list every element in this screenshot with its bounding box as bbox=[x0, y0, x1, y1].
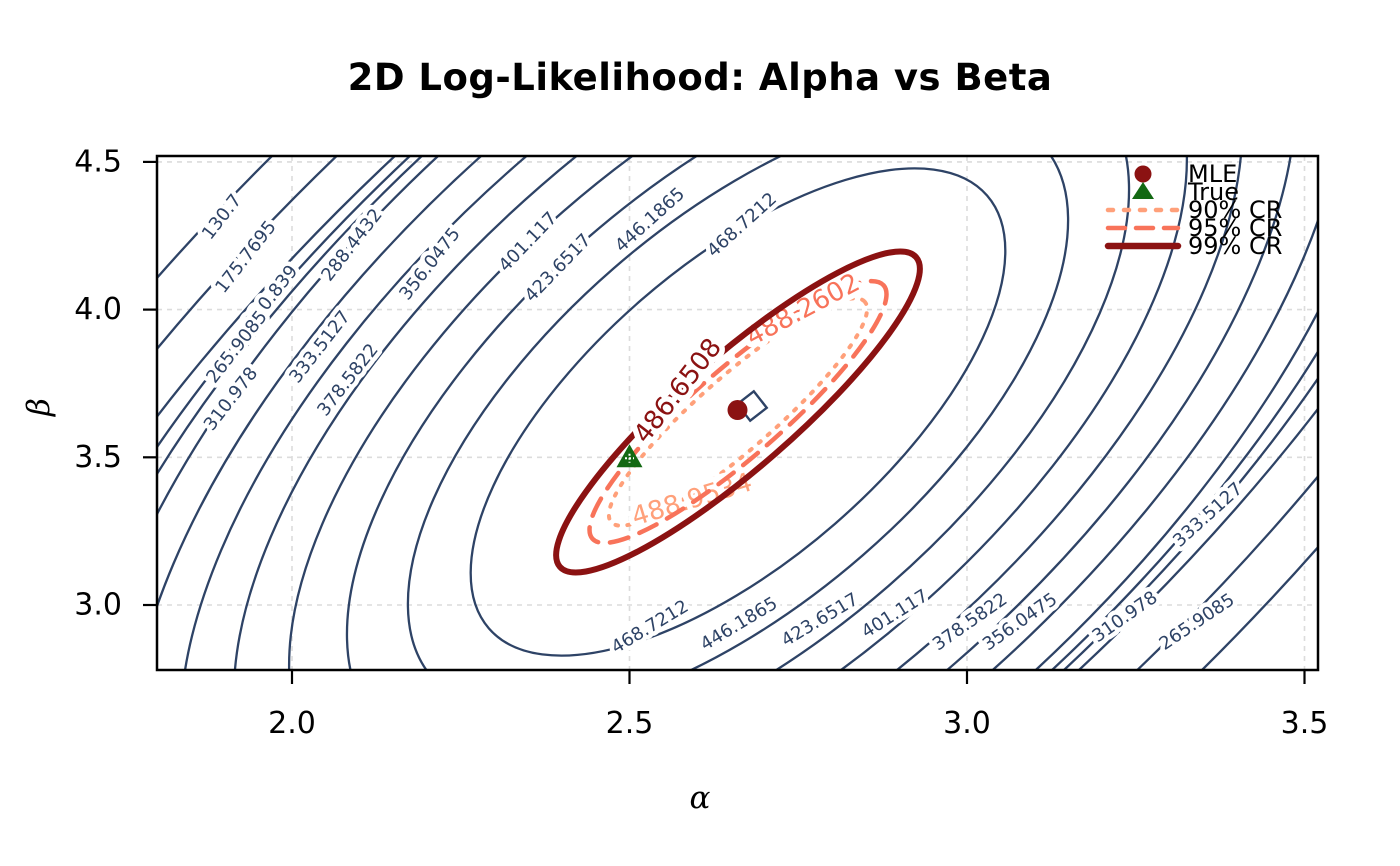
credible-region-99CR bbox=[553, 248, 923, 576]
axes: 2.0 2.5 3.0 3.5 3.0 3.5 4.0 4.5 bbox=[74, 144, 1328, 741]
credible-region-90CR bbox=[606, 296, 870, 528]
x-axis-label: α bbox=[689, 780, 711, 816]
y-tick-label: 4.5 bbox=[74, 144, 122, 179]
contour-line bbox=[345, 156, 1131, 670]
y-tick-label: 4.0 bbox=[74, 292, 122, 327]
mle-marker bbox=[727, 400, 748, 421]
contour-label: 468.7212 bbox=[703, 188, 781, 261]
x-tick-label: 3.5 bbox=[1281, 706, 1329, 741]
point-markers bbox=[616, 400, 748, 468]
contour-line bbox=[469, 167, 1007, 657]
contour-label: 288.4432 bbox=[317, 205, 386, 286]
contour-label: 130.7 bbox=[198, 190, 246, 244]
legend-true-marker bbox=[1132, 182, 1154, 199]
legend-label: 95% CR bbox=[1188, 214, 1282, 242]
legend-label: MLE bbox=[1188, 160, 1237, 188]
contour-label: 310.978 bbox=[1088, 587, 1161, 647]
legend-label: 99% CR bbox=[1188, 232, 1282, 260]
legend-label: True bbox=[1187, 178, 1239, 206]
contour-line bbox=[287, 156, 1189, 670]
contour-line bbox=[406, 156, 1070, 670]
x-tick-label: 2.5 bbox=[606, 706, 654, 741]
legend-mle-marker bbox=[1134, 165, 1152, 183]
contour-label: 446.1865 bbox=[611, 183, 689, 256]
contour-label: 423.6517 bbox=[778, 589, 862, 651]
contour-line bbox=[179, 156, 1297, 670]
grid bbox=[157, 156, 1318, 670]
legend-label: 90% CR bbox=[1188, 196, 1282, 224]
x-tick-label: 2.0 bbox=[268, 706, 316, 741]
contour-label: 356.0475 bbox=[395, 224, 464, 305]
contour-line bbox=[232, 156, 1244, 670]
credible-region-95CR bbox=[587, 278, 889, 546]
chart-title: 2D Log-Likelihood: Alpha vs Beta bbox=[347, 56, 1053, 99]
y-tick-label: 3.5 bbox=[74, 440, 122, 475]
x-tick-label: 3.0 bbox=[943, 706, 991, 741]
credible-region-label: 486.6508 bbox=[628, 333, 728, 449]
credible-region-label: 488.9534 bbox=[628, 468, 755, 533]
contour-labels: 130.7175.7695220.839265.9085310.978288.4… bbox=[193, 179, 1251, 663]
contour-label: 401.117 bbox=[858, 585, 932, 642]
plot-border bbox=[155, 154, 1320, 672]
y-tick-label: 3.0 bbox=[74, 588, 122, 623]
y-axis-label: β bbox=[20, 398, 57, 416]
